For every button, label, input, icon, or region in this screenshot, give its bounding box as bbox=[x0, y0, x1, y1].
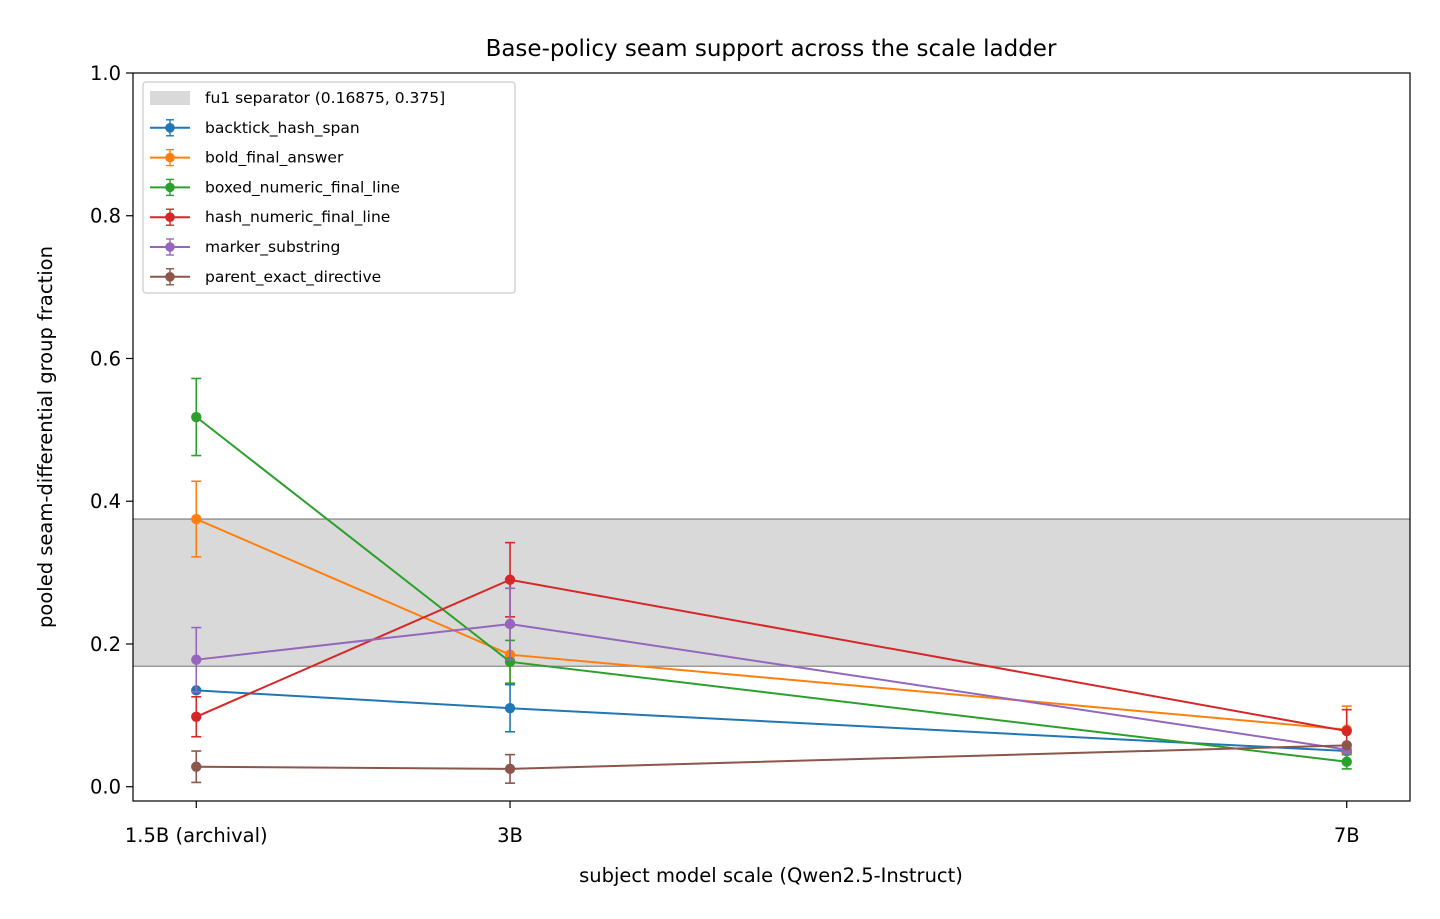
data-point bbox=[504, 618, 516, 630]
y-tick-label: 1.0 bbox=[90, 62, 121, 85]
data-point bbox=[504, 574, 516, 585]
legend-label-boxed_numeric_final_line: boxed_numeric_final_line bbox=[205, 178, 400, 197]
x-tick-label: 7B bbox=[1334, 824, 1360, 847]
data-point bbox=[191, 711, 202, 722]
y-tick-label: 0.8 bbox=[90, 205, 121, 228]
y-tick-label: 0.6 bbox=[90, 347, 121, 370]
chart-title: Base-policy seam support across the scal… bbox=[486, 36, 1057, 62]
y-tick-label: 0.4 bbox=[90, 490, 121, 513]
y-axis: 0.0 0.2 0.4 0.6 0.8 1.0 bbox=[90, 62, 133, 799]
series-backtick_hash_span bbox=[191, 683, 1352, 757]
x-tick-label: 3B bbox=[497, 824, 523, 847]
legend-swatch-marker bbox=[165, 182, 175, 193]
legend-swatch-marker bbox=[165, 272, 175, 282]
legend: fu1 separator (0.16875, 0.375] backtick_h… bbox=[142, 81, 516, 294]
legend-swatch-marker bbox=[165, 152, 175, 163]
legend-swatch-band bbox=[150, 91, 190, 105]
data-point bbox=[191, 411, 202, 423]
series-layer bbox=[191, 377, 1352, 784]
data-point bbox=[191, 654, 202, 665]
y-tick-label: 0.2 bbox=[90, 633, 121, 656]
data-point bbox=[191, 761, 202, 772]
legend-label-band: fu1 separator (0.16875, 0.375] bbox=[205, 89, 445, 107]
data-point bbox=[1341, 740, 1352, 751]
legend-swatch-marker bbox=[165, 242, 175, 252]
legend-swatch-marker bbox=[165, 123, 175, 133]
y-axis-label: pooled seam-differential group fraction bbox=[34, 246, 57, 628]
y-tick-label: 0.0 bbox=[90, 776, 121, 799]
legend-label-bold_final_answer: bold_final_answer bbox=[205, 149, 344, 168]
legend-label-marker_substring: marker_substring bbox=[205, 238, 340, 257]
legend-label-parent_exact_directive: parent_exact_directive bbox=[205, 268, 381, 287]
data-point bbox=[1341, 756, 1352, 767]
legend-swatch-marker bbox=[165, 212, 175, 222]
series-line bbox=[196, 744, 1347, 770]
series-parent_exact_directive bbox=[191, 740, 1352, 784]
data-point bbox=[1341, 725, 1352, 737]
data-point bbox=[191, 513, 202, 525]
x-axis: 1.5B (archival) 3B 7B bbox=[125, 801, 1360, 847]
data-point bbox=[504, 703, 516, 714]
legend-label-hash_numeric_final_line: hash_numeric_final_line bbox=[205, 208, 390, 227]
legend-label-backtick_hash_span: backtick_hash_span bbox=[205, 119, 360, 138]
plot-frame bbox=[132, 72, 1411, 802]
data-point bbox=[504, 763, 516, 775]
legend-box bbox=[142, 81, 516, 294]
x-axis-label: subject model scale (Qwen2.5-Instruct) bbox=[579, 864, 963, 887]
x-tick-label: 1.5B (archival) bbox=[125, 824, 268, 847]
